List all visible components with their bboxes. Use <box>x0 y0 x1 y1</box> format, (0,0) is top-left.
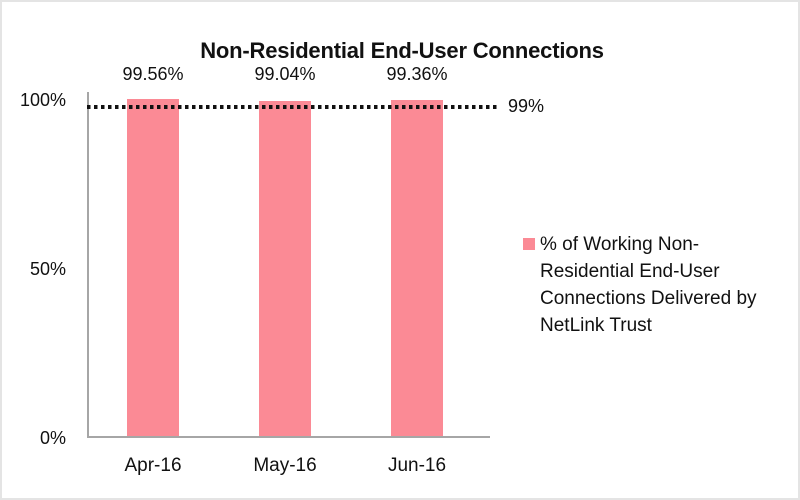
x-tick-label: Apr-16 <box>124 455 182 476</box>
y-tick-label: 50% <box>29 259 66 279</box>
x-tick-label: Jun-16 <box>387 455 447 476</box>
x-axis-line <box>87 436 490 438</box>
bar <box>259 101 311 436</box>
y-axis-line <box>87 92 89 438</box>
y-tick-label: 100% <box>19 90 66 110</box>
legend-label: % of Working Non-Residential End-User Co… <box>540 234 757 336</box>
bar-value-label: 99.36% <box>386 64 448 84</box>
x-tick-label: May-16 <box>253 455 317 476</box>
bar-value-label: 99.56% <box>122 64 184 84</box>
bar <box>127 99 179 436</box>
legend-swatch-icon <box>523 238 535 250</box>
reference-line <box>87 105 499 110</box>
legend: % of Working Non-Residential End-User Co… <box>523 231 781 339</box>
bar <box>391 100 443 436</box>
reference-line-label: 99% <box>508 96 545 117</box>
y-tick-label: 0% <box>39 428 66 448</box>
chart-title: Non-Residential End-User Connections <box>200 38 604 63</box>
bar-value-label: 99.04% <box>254 64 316 84</box>
